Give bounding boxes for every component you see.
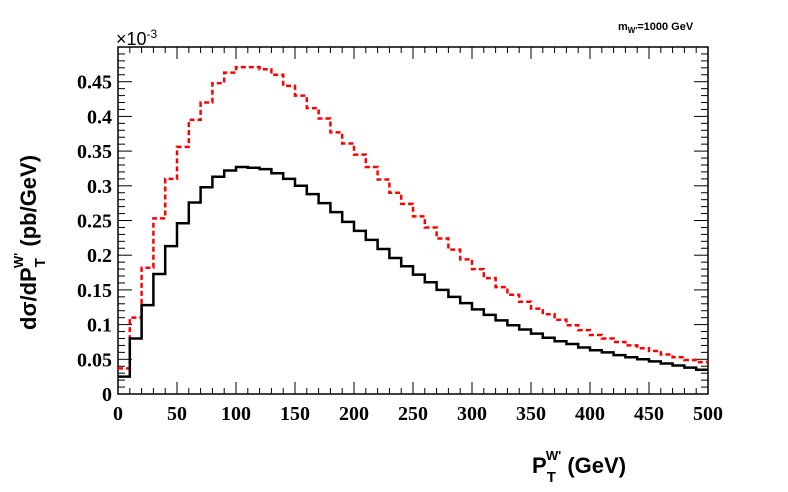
x-tick-label: 350 (516, 403, 546, 425)
tick-labels: 0 50 100 150 200 250 300 350 400 450 500 0 0.05 0.1 0.… (77, 72, 723, 425)
plot-frame (117, 46, 709, 395)
x-tick-label: 50 (167, 403, 187, 425)
y-tick-label: 0.1 (87, 315, 112, 337)
y-tick-label: 0 (102, 384, 112, 406)
y-tick-label: 0.05 (77, 349, 112, 371)
x-tick-label: 250 (398, 403, 428, 425)
solid-series (118, 165, 708, 378)
histogram-series (118, 65, 708, 378)
y-tick-label: 0.4 (87, 106, 112, 128)
y-tick-label: 0.45 (77, 72, 112, 94)
dashed-histogram-line (118, 65, 708, 370)
y-tick-label: 0.15 (77, 280, 112, 302)
y-tick-label: 0.3 (87, 176, 112, 198)
x-tick-label: 200 (339, 403, 369, 425)
y-tick-label: 0.35 (77, 141, 112, 163)
x-tick-label: 500 (693, 403, 723, 425)
y-exponent-label: ×10-3 (116, 27, 158, 49)
dashed-series (118, 65, 708, 370)
y-tick-label: 0.25 (77, 211, 112, 233)
solid-histogram-line (118, 165, 708, 378)
x-tick-label: 400 (575, 403, 605, 425)
x-tick-label: 100 (221, 403, 251, 425)
x-tick-label: 300 (457, 403, 487, 425)
x-tick-label: 450 (634, 403, 664, 425)
x-tick-label: 0 (113, 403, 123, 425)
y-axis-title: dσ/dPTW' (pb/GeV) (11, 155, 49, 330)
x-tick-label: 150 (280, 403, 310, 425)
x-axis-title: PTW' (GeV) (532, 448, 626, 486)
y-tick-label: 0.2 (87, 245, 112, 267)
mass-annotation: mW'=1000 GeV (618, 21, 694, 35)
axis-ticks (117, 46, 709, 395)
